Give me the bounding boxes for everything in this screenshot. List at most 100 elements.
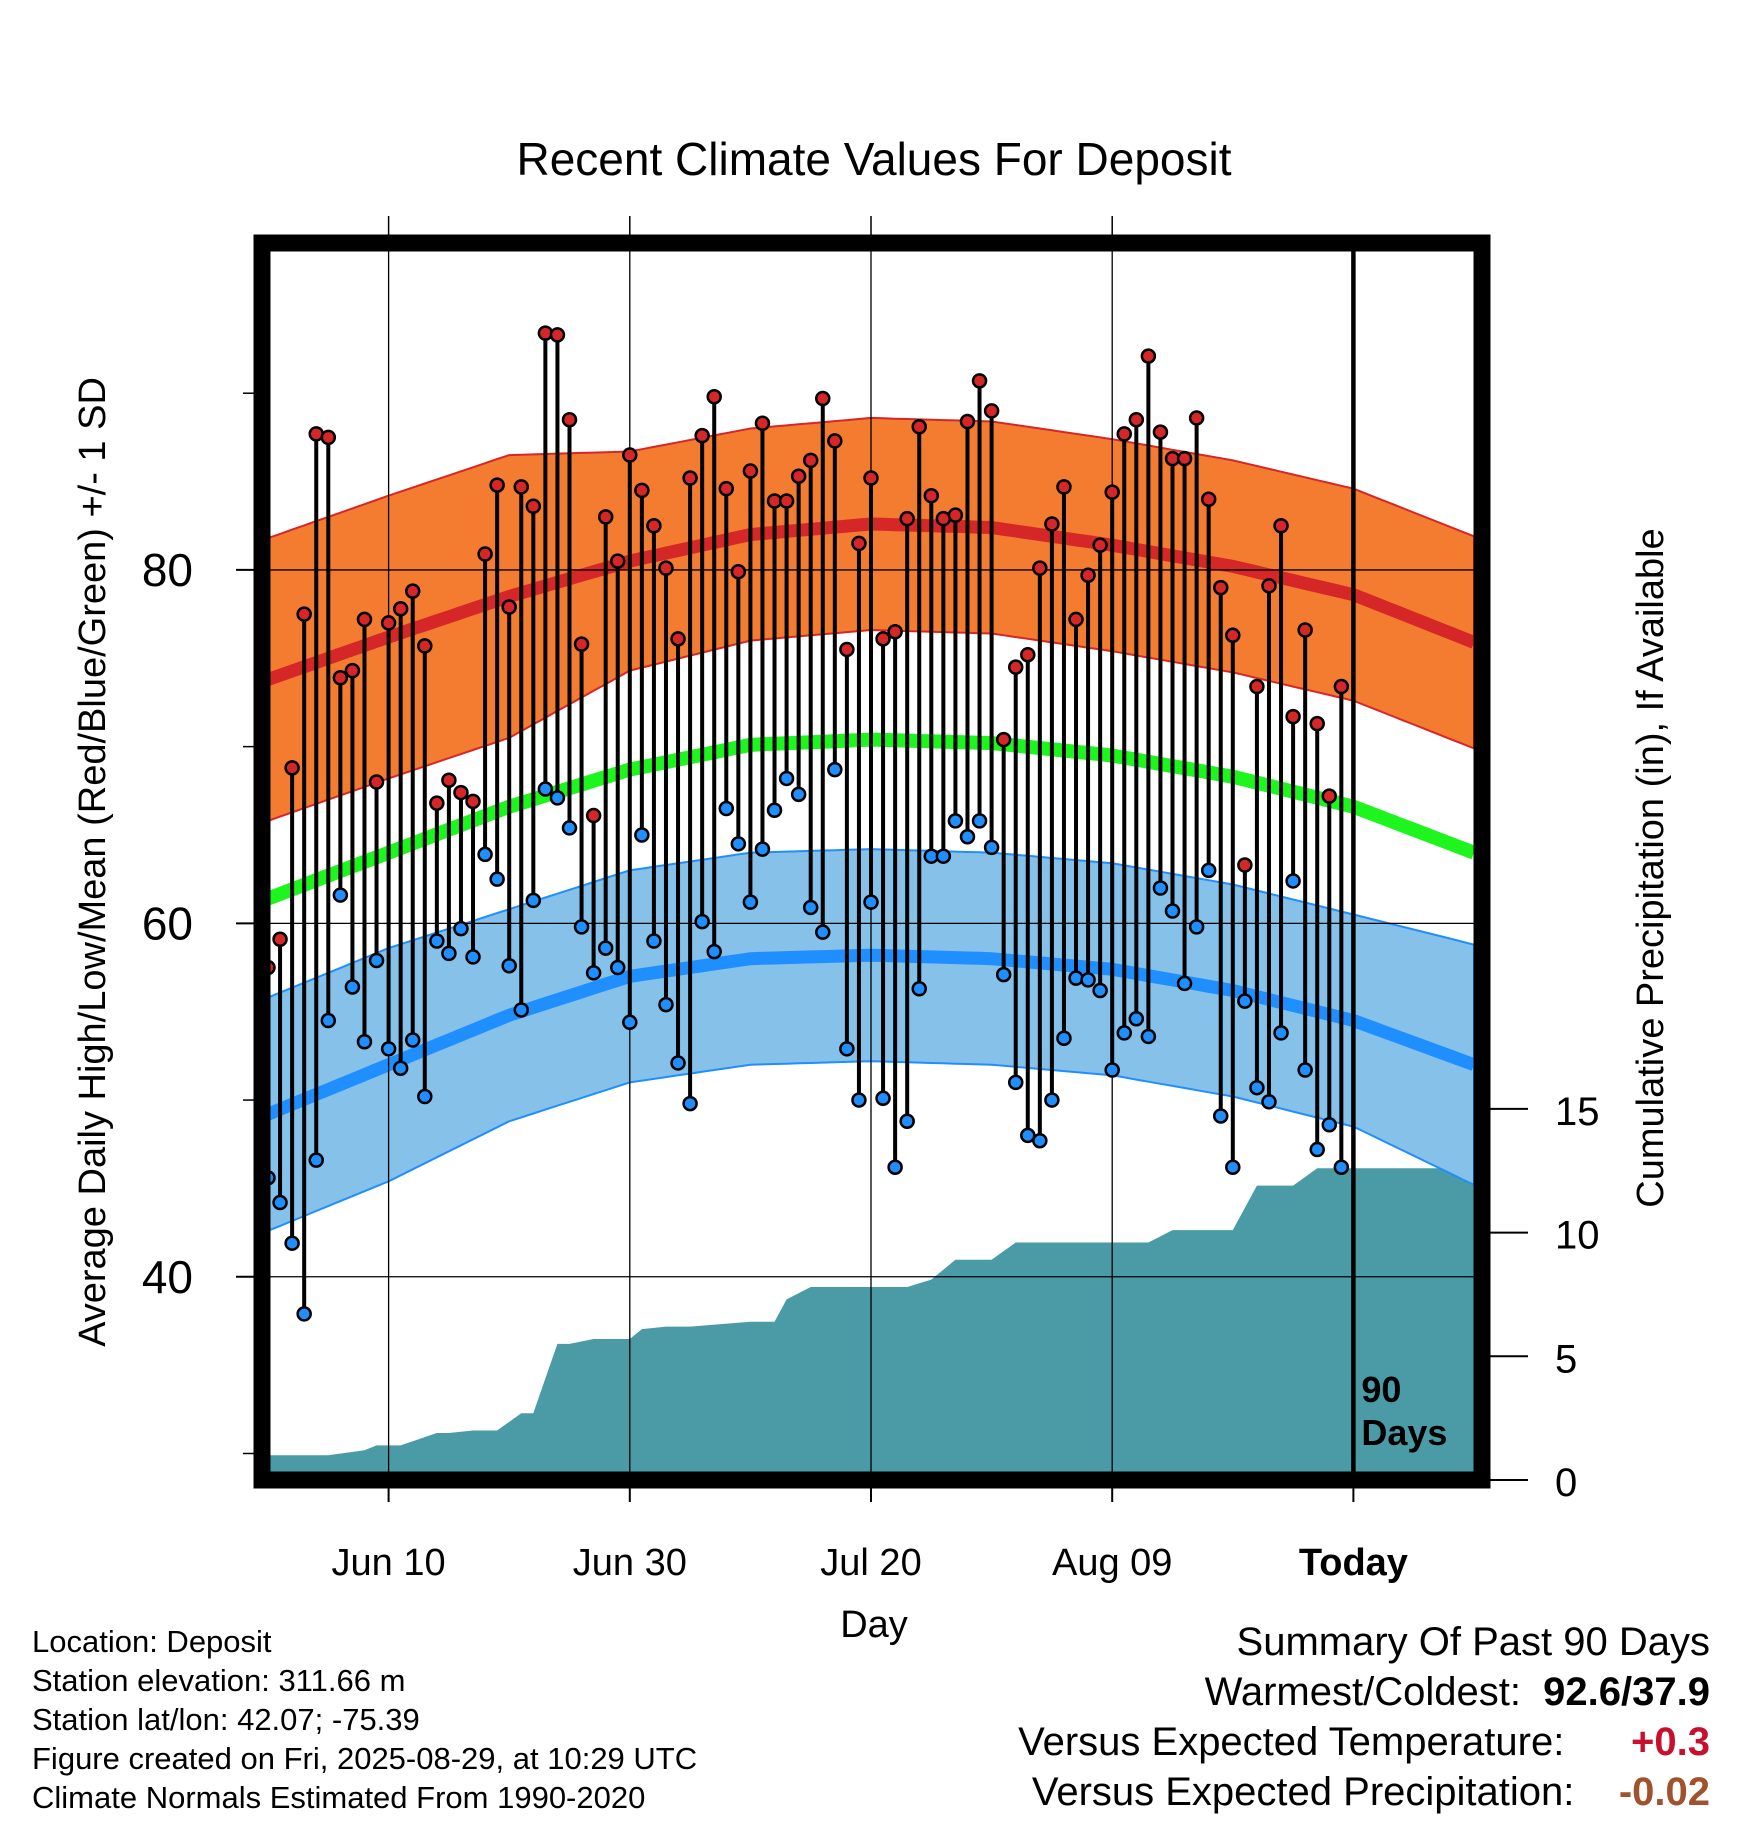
low-point-80 — [1225, 1159, 1241, 1175]
low-point-64 — [1032, 1132, 1048, 1149]
x-tick-label-0: Jun 10 — [332, 1542, 446, 1584]
y-left-tick-label-1: 60 — [142, 897, 193, 949]
low-point-41 — [754, 841, 771, 857]
low-point-84 — [1273, 1025, 1289, 1041]
low-point-38 — [718, 800, 735, 817]
high-point-20 — [501, 599, 517, 615]
summary-precip-value: -0.02 — [1618, 1770, 1710, 1814]
high-point-11 — [392, 601, 409, 617]
low-point-59 — [971, 813, 988, 829]
y-left-tick-label-2: 80 — [142, 544, 193, 596]
low-point-17 — [465, 949, 481, 965]
high-point-5 — [320, 429, 337, 446]
low-point-43 — [778, 770, 795, 787]
high-point-60 — [983, 403, 1000, 419]
high-point-6 — [332, 669, 349, 686]
high-point-19 — [489, 477, 505, 493]
high-point-29 — [609, 553, 626, 569]
y-right-axis-label: Cumulative Precipitation (in), If Availa… — [1630, 528, 1672, 1207]
low-point-31 — [634, 827, 650, 843]
summary-title: Summary Of Past 90 Days — [1236, 1620, 1710, 1664]
y-right-tick-label-1: 5 — [1555, 1337, 1577, 1381]
low-point-1 — [272, 1194, 288, 1211]
low-point-73 — [1140, 1028, 1157, 1045]
low-point-48 — [839, 1041, 855, 1057]
low-point-78 — [1200, 862, 1217, 879]
summary-warm-value: 92.6/37.9 — [1543, 1670, 1710, 1714]
high-point-30 — [622, 447, 638, 463]
today-marker-label-0: 90 — [1361, 1369, 1401, 1410]
low-point-19 — [489, 871, 505, 887]
high-point-45 — [802, 452, 819, 469]
high-point-83 — [1261, 578, 1277, 594]
high-point-34 — [670, 631, 686, 647]
low-point-35 — [682, 1095, 698, 1112]
low-point-57 — [947, 813, 964, 829]
low-point-86 — [1297, 1062, 1313, 1078]
high-point-69 — [1092, 537, 1108, 553]
low-point-62 — [1007, 1074, 1024, 1091]
high-point-87 — [1309, 715, 1325, 732]
high-point-84 — [1273, 517, 1289, 534]
low-point-34 — [670, 1055, 686, 1071]
low-point-82 — [1249, 1079, 1265, 1096]
x-tick-label-3: Aug 09 — [1052, 1542, 1172, 1584]
high-point-38 — [718, 480, 735, 497]
today-marker-label-1: Days — [1361, 1412, 1447, 1453]
high-point-43 — [778, 493, 795, 509]
low-point-88 — [1321, 1117, 1338, 1133]
x-tick-label-4: Today — [1299, 1542, 1408, 1584]
high-point-49 — [851, 535, 867, 552]
high-point-71 — [1116, 426, 1133, 442]
plot-frame — [253, 234, 1491, 1489]
low-point-77 — [1188, 919, 1205, 935]
high-point-48 — [839, 641, 855, 658]
summary-temp: Versus Expected Temperature: +0.3 — [1018, 1717, 1710, 1767]
low-point-52 — [887, 1159, 903, 1175]
high-point-37 — [706, 388, 722, 405]
low-point-22 — [525, 892, 542, 909]
high-point-51 — [875, 631, 891, 647]
high-point-9 — [368, 774, 385, 790]
high-point-28 — [597, 509, 614, 525]
low-point-66 — [1056, 1030, 1072, 1046]
high-point-70 — [1104, 484, 1120, 500]
plot-area — [262, 243, 1482, 1480]
low-point-33 — [658, 996, 674, 1013]
low-point-75 — [1164, 903, 1181, 919]
low-point-81 — [1237, 993, 1253, 1009]
high-point-65 — [1044, 516, 1060, 532]
high-point-14 — [429, 795, 445, 811]
summary-warmest-coldest: Warmest/Coldest: 92.6/37.9 — [1205, 1667, 1710, 1717]
high-point-74 — [1152, 424, 1169, 440]
low-point-74 — [1152, 880, 1169, 896]
high-point-57 — [947, 507, 964, 523]
high-point-3 — [296, 606, 312, 622]
low-point-54 — [911, 980, 927, 997]
high-point-79 — [1212, 579, 1229, 596]
high-point-47 — [827, 433, 843, 449]
low-point-7 — [344, 979, 361, 995]
high-point-58 — [959, 413, 976, 430]
high-point-17 — [465, 793, 481, 810]
info-created: Figure created on Fri, 2025-08-29, at 10… — [32, 1741, 698, 1776]
high-point-44 — [790, 468, 807, 485]
low-point-83 — [1261, 1094, 1277, 1110]
low-point-53 — [899, 1113, 915, 1130]
chart-title: Recent Climate Values For Deposit — [517, 133, 1232, 185]
low-point-12 — [404, 1032, 421, 1048]
high-point-50 — [863, 470, 879, 486]
low-point-15 — [441, 945, 457, 962]
high-point-39 — [730, 563, 747, 580]
low-point-21 — [513, 1002, 530, 1018]
low-point-61 — [995, 966, 1012, 983]
info-location: Location: Deposit — [32, 1624, 272, 1659]
x-axis-label: Day — [840, 1604, 908, 1646]
summary-temp-label: Versus Expected Temperature: — [1018, 1720, 1565, 1764]
high-point-18 — [477, 546, 493, 562]
low-point-69 — [1092, 982, 1108, 999]
low-point-30 — [622, 1014, 638, 1031]
high-point-35 — [682, 470, 698, 486]
low-point-76 — [1176, 975, 1193, 992]
low-point-51 — [875, 1090, 891, 1107]
